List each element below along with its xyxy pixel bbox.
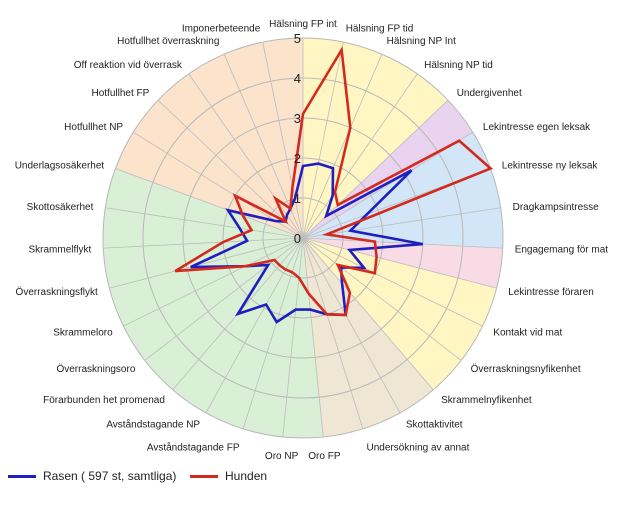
spoke-27: [157, 99, 304, 239]
axis-label-24: Skottosäkerhet: [27, 202, 94, 213]
axis-label-13: Skottaktivitet: [406, 419, 463, 430]
axis-label-10: Kontakt vid mat: [493, 327, 562, 338]
axis-label-15: Oro FP: [308, 451, 341, 462]
radial-tick-labels: 0 1 2 3 4 5: [294, 31, 301, 246]
axis-label-18: Avståndstagande NP: [106, 418, 200, 430]
spoke-1: [302, 42, 344, 239]
sector-0: [303, 38, 448, 238]
axis-label-26: Hotfullhet NP: [64, 122, 123, 133]
spoke-14: [302, 237, 364, 429]
spoke-28: [188, 73, 304, 239]
axis-label-1: Hälsning FP tid: [346, 23, 414, 34]
spoke-13: [302, 237, 401, 414]
legend: Rasen ( 597 st, samtliga) Hunden: [0, 465, 634, 495]
axis-label-3: Hälsning NP tid: [424, 60, 493, 71]
series-line-1: [174, 45, 494, 317]
axis-label-16: Oro NP: [265, 451, 299, 462]
spoke-16: [282, 237, 304, 438]
legend-item-rasen: Rasen ( 597 st, samtliga): [8, 469, 176, 483]
spoke-2: [302, 54, 383, 239]
series-group: [174, 45, 494, 324]
axis-labels: Hälsning FP int Hälsning FP tid Hälsning N…: [15, 19, 609, 462]
tick-label-4: 4: [294, 71, 301, 86]
spoke-11: [302, 237, 462, 361]
axis-label-23: Skrammelflykt: [29, 245, 92, 256]
spoke-9: [302, 237, 497, 289]
axis-label-12: Skrammelnyfikenhet: [441, 395, 532, 406]
sector-6: [102, 168, 324, 439]
legend-swatch-rasen: [8, 474, 36, 478]
axis-label-20: Överraskningsoro: [56, 363, 135, 375]
legend-label-rasen: Rasen ( 597 st, samtliga): [43, 469, 177, 483]
axis-label-25: Underlagsosäkerhet: [15, 160, 105, 171]
tick-label-1: 1: [294, 191, 301, 206]
tick-label-2: 2: [294, 151, 301, 166]
axis-label-27: Hotfullhet FP: [91, 88, 149, 99]
spoke-23: [103, 237, 304, 249]
spoke-10: [302, 237, 483, 327]
axis-label-29: Hotfullhet överraskning: [117, 36, 219, 47]
axis-label-9: Lekintresse föraren: [508, 287, 594, 298]
series-line-0: [190, 162, 424, 324]
axis-label-11: Överraskningsnyfikenhet: [471, 363, 581, 375]
spoke-22: [109, 237, 304, 289]
spoke-15: [302, 237, 324, 438]
spoke-20: [144, 237, 304, 361]
spoke-25: [115, 168, 304, 239]
legend-label-hunden: Hunden: [225, 469, 268, 483]
spoke-30: [262, 42, 304, 239]
axis-label-22: Överraskningsflykt: [16, 286, 98, 298]
spoke-24: [105, 207, 304, 239]
axis-label-4: Undergivenhet: [457, 88, 522, 99]
legend-item-hunden: Hunden: [190, 469, 267, 483]
spoke-18: [205, 237, 304, 414]
tick-label-5: 5: [294, 31, 301, 46]
tick-label-0: 0: [294, 231, 301, 246]
spoke-12: [302, 237, 434, 391]
axis-label-17: Avståndstagande FP: [147, 441, 240, 453]
sector-5: [303, 238, 434, 437]
legend-swatch-hunden: [190, 474, 218, 478]
axis-label-30: Imponerbeteende: [182, 23, 261, 34]
axis-label-0: Hälsning FP int: [269, 19, 337, 30]
axis-label-6: Lekintresse ny leksak: [502, 160, 599, 171]
axis-label-2: Hälsning NP Int: [387, 36, 457, 47]
axis-label-19: Förarbunden het promenad: [43, 395, 165, 406]
axis-label-28: Off reaktion vid överrask: [74, 60, 183, 71]
axis-label-21: Skrammeloro: [53, 327, 113, 338]
spoke-17: [242, 237, 304, 429]
sector-7: [115, 38, 303, 238]
axis-label-14: Undersökning av annat: [367, 442, 470, 453]
sector-1: [303, 100, 473, 238]
tick-label-3: 3: [294, 111, 301, 126]
spoke-21: [123, 237, 304, 327]
spoke-7: [302, 207, 501, 239]
axis-label-8: Engagemang för mat: [515, 245, 609, 256]
axis-label-7: Dragkampsintresse: [513, 202, 600, 213]
axis-label-5: Lekintresse egen leksak: [483, 122, 591, 133]
spoke-8: [302, 237, 503, 249]
spoke-3: [302, 73, 418, 239]
